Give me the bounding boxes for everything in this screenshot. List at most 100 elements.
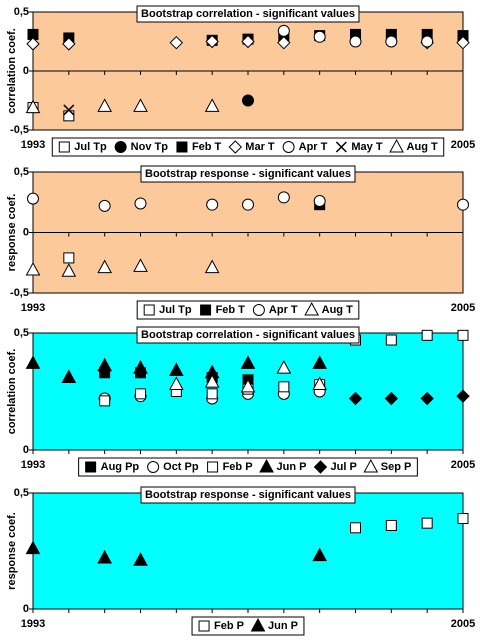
marker-triangle [312,547,328,562]
legend-label: Feb P [214,620,244,632]
marker-circle [313,195,326,208]
marker-triangle [240,355,256,369]
legend-label: May T [351,141,382,153]
marker-diamond [277,35,291,50]
legend-label: Jul Tp [74,141,107,153]
marker-circle [385,35,398,48]
marker-triangle [61,369,77,383]
legend-item: Apr T [282,141,328,153]
legend-label: Apr T [269,304,298,316]
y-tick-label: 0,5 [14,327,29,339]
legend-item: Feb T [200,304,245,316]
chart-title: Bootstrap response - significant values [145,168,351,180]
y-axis-label: response coef. [6,512,18,590]
legend-item: Mar T [228,140,275,154]
marker-x [335,141,347,153]
marker-triangle [97,259,113,274]
y-tick-label: -0,5 [10,287,29,299]
marker-square [200,304,212,316]
legend-label: Aug T [322,304,353,316]
y-tick-label: 0 [23,65,29,77]
marker-triangle [204,259,220,274]
y-tick-label: 0 [23,226,29,238]
legend-item: Aug T [304,301,353,316]
marker-circle [242,94,254,107]
legend-label: Feb P [223,461,253,473]
chart-title: Bootstrap response - significant values [145,489,351,501]
y-tick-label: 0,5 [14,6,29,18]
legend-item: Aug T [389,138,438,153]
marker-triangle [363,458,379,473]
legend-item: Apr T [252,304,298,316]
marker-circle [457,198,469,211]
chart-title: Bootstrap correlation - significant valu… [141,8,355,20]
y-tick-label: 0,5 [14,166,29,178]
y-axis-label: correlation coef. [6,28,18,114]
legend-label: Oct Pp [163,461,199,473]
marker-circle [277,24,290,37]
marker-triangle [133,552,148,566]
marker-triangle [133,258,148,272]
marker-x [63,104,75,116]
marker-diamond [348,391,363,406]
x-tick-label: 2005 [451,139,475,151]
marker-diamond [26,37,40,51]
marker-triangle [204,374,220,388]
marker-triangle [250,617,266,632]
legend-item: Feb P [207,461,253,473]
marker-triangle [168,376,184,390]
marker-square [99,395,111,407]
chart-panel: 0 0,5 1993 2005 correlation coef. Bootstrap c… [6,326,475,477]
x-tick-label: 1993 [21,618,45,630]
marker-triangle [97,357,113,372]
marker-circle [27,192,39,205]
legend-item: Jul P [313,460,357,474]
legend-item: Jul Tp [58,141,107,153]
legend: Jul Tp Feb T Apr T Aug T [136,300,360,320]
marker-triangle [168,362,184,376]
y-tick-label: 0 [23,603,29,615]
marker-square [176,141,188,153]
title-box [140,486,356,504]
x-tick-label: 1993 [21,459,45,471]
marker-diamond [456,35,470,50]
marker-square [85,461,97,473]
y-tick-label: 0 [23,444,29,456]
marker-diamond [456,389,470,403]
legend-item: May T [335,141,383,153]
marker-square [63,110,75,122]
legend: Aug Pp Oct Pp Feb P Jun P Jul P Sep P [78,457,418,477]
marker-triangle [240,378,256,393]
title-box [136,326,360,344]
legend-item: Jul Tp [143,304,192,316]
marker-square [135,388,146,400]
legend-label: Apr T [299,141,328,153]
marker-circle [349,35,362,48]
marker-square [206,388,218,400]
legend: Feb P Jun P [191,616,305,636]
chart-panel: 0 0,5 1993 2005 response coef. Bootstrap resp… [6,486,475,636]
legend-box [191,616,305,636]
marker-square [207,461,219,473]
x-tick-label: 2005 [451,459,475,471]
marker-diamond [313,460,328,474]
marker-diamond [62,37,76,51]
marker-triangle [204,98,220,112]
x-tick-label: 2005 [451,302,475,314]
marker-triangle [304,301,319,316]
marker-square [421,517,433,529]
chart-panel: -0,5 0 0,5 1993 2005 response coef. Bootstrap … [6,165,475,320]
marker-triangle [25,261,41,276]
marker-circle [277,191,290,204]
legend-label: Aug Pp [101,461,140,473]
y-tick-label: 0,5 [14,487,29,499]
legend-item: Feb P [198,620,244,632]
x-tick-label: 1993 [21,302,45,314]
marker-triangle [25,540,41,555]
marker-circle [282,141,295,153]
legend-item: Jun P [259,458,306,473]
legend-label: Jul P [330,461,356,473]
legend-box [78,457,418,477]
legend-item: Oct Pp [147,461,199,473]
